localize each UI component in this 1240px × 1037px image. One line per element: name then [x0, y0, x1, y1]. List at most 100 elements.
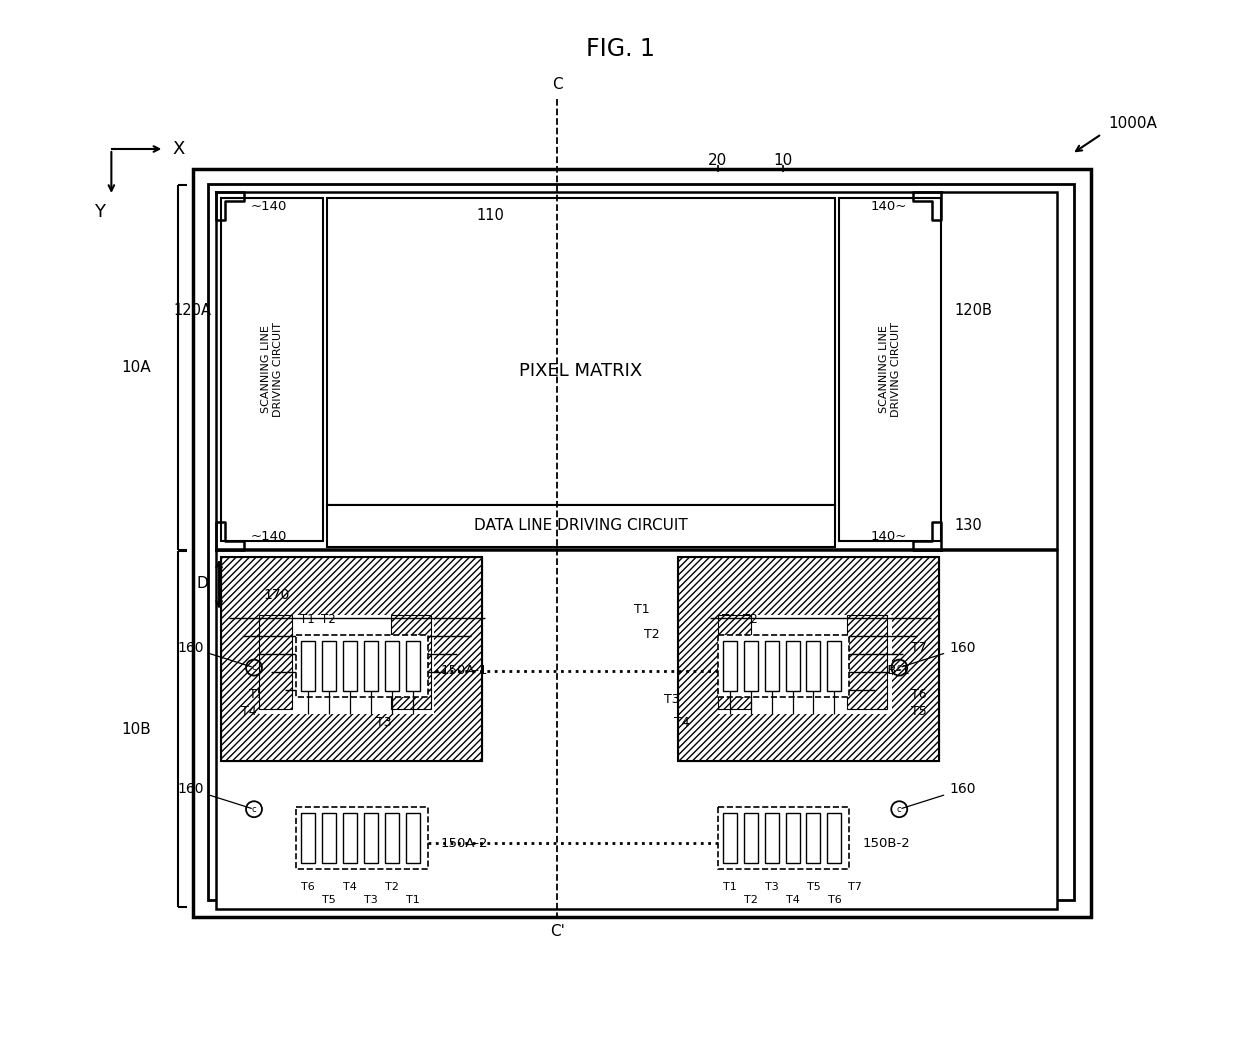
Bar — [259, 615, 434, 714]
Bar — [839, 198, 941, 541]
Text: c: c — [252, 805, 257, 814]
Text: T1: T1 — [723, 613, 737, 626]
Text: T1: T1 — [405, 895, 419, 905]
Text: T4: T4 — [786, 895, 800, 905]
Text: 1000A: 1000A — [1109, 115, 1158, 131]
Bar — [718, 635, 849, 697]
Text: Y: Y — [94, 203, 105, 221]
Text: 150A-1: 150A-1 — [440, 664, 489, 677]
Text: 120B: 120B — [954, 303, 992, 318]
Text: 160: 160 — [177, 782, 252, 809]
Bar — [301, 641, 315, 691]
Text: T1: T1 — [723, 882, 737, 892]
Bar — [765, 813, 779, 863]
Text: 160: 160 — [177, 641, 252, 667]
Text: 20: 20 — [708, 153, 728, 168]
Bar — [786, 641, 800, 691]
Text: T7: T7 — [911, 641, 928, 654]
Text: T2: T2 — [391, 693, 407, 706]
Text: T7: T7 — [848, 882, 862, 892]
Text: X: X — [172, 140, 185, 158]
Bar — [806, 813, 821, 863]
Bar — [342, 813, 357, 863]
Bar — [296, 635, 428, 697]
Text: ~140: ~140 — [250, 530, 288, 543]
Bar — [718, 615, 893, 714]
Text: T1: T1 — [300, 613, 315, 626]
Bar — [296, 807, 428, 869]
Text: T4: T4 — [241, 705, 257, 718]
Bar — [806, 641, 821, 691]
Text: C': C' — [549, 924, 564, 938]
Text: T1: T1 — [405, 628, 422, 641]
Text: FIG. 1: FIG. 1 — [585, 37, 655, 61]
Text: SCANNING LINE
DRIVING CIRCUIT: SCANNING LINE DRIVING CIRCUIT — [879, 321, 901, 417]
Text: T2: T2 — [744, 895, 758, 905]
Text: T5: T5 — [911, 705, 928, 718]
Bar — [723, 641, 737, 691]
Bar — [847, 615, 888, 709]
Bar — [221, 557, 482, 761]
Text: T5: T5 — [806, 882, 821, 892]
Bar — [327, 505, 836, 546]
Text: 150B-1: 150B-1 — [862, 664, 910, 677]
Bar — [301, 813, 315, 863]
Bar — [216, 192, 1056, 549]
Text: T3: T3 — [765, 882, 779, 892]
Text: T3: T3 — [376, 716, 392, 729]
Text: 120A: 120A — [174, 303, 211, 318]
Text: c: c — [897, 805, 901, 814]
Text: T2: T2 — [384, 882, 398, 892]
Text: T6: T6 — [911, 688, 926, 701]
Bar — [827, 641, 842, 691]
Bar — [327, 198, 836, 505]
Text: 140~: 140~ — [870, 530, 908, 543]
Text: C: C — [552, 77, 563, 92]
Bar — [744, 641, 758, 691]
Bar — [827, 813, 842, 863]
Text: c: c — [252, 663, 257, 672]
Text: 110: 110 — [476, 207, 505, 223]
Text: T5: T5 — [249, 688, 265, 701]
Text: T4: T4 — [675, 716, 689, 729]
Bar — [193, 169, 1091, 917]
Text: 130: 130 — [954, 518, 982, 533]
Bar — [208, 184, 1074, 900]
Bar — [405, 813, 419, 863]
Text: T2: T2 — [743, 613, 758, 626]
Text: 10B: 10B — [122, 722, 151, 737]
Text: T2: T2 — [321, 613, 336, 626]
Text: 10: 10 — [773, 153, 792, 168]
Bar — [221, 557, 482, 761]
Text: SCANNING LINE
DRIVING CIRCUIT: SCANNING LINE DRIVING CIRCUIT — [262, 321, 283, 417]
Text: 170: 170 — [263, 588, 289, 601]
Bar — [259, 615, 291, 709]
Bar — [786, 813, 800, 863]
Text: T3: T3 — [363, 895, 377, 905]
Text: T6: T6 — [270, 641, 286, 654]
Bar — [384, 641, 398, 691]
Bar — [391, 615, 430, 709]
Bar — [384, 813, 398, 863]
Bar — [221, 198, 322, 541]
Text: c: c — [897, 663, 901, 672]
Text: T4: T4 — [342, 882, 357, 892]
Text: T1: T1 — [635, 604, 650, 616]
Text: 160: 160 — [901, 641, 976, 667]
Text: T3: T3 — [665, 693, 680, 706]
Bar — [744, 813, 758, 863]
Bar — [342, 641, 357, 691]
Bar — [765, 641, 779, 691]
Text: PIXEL MATRIX: PIXEL MATRIX — [520, 362, 642, 381]
Text: D: D — [196, 577, 208, 591]
Bar — [718, 807, 849, 869]
Text: T2: T2 — [645, 628, 660, 641]
Bar — [363, 641, 378, 691]
Text: T6: T6 — [827, 895, 841, 905]
Bar — [322, 813, 336, 863]
Text: ~140: ~140 — [250, 200, 288, 213]
Text: T6: T6 — [301, 882, 315, 892]
Bar — [216, 550, 1056, 909]
Text: 160: 160 — [901, 782, 976, 809]
Text: 140~: 140~ — [870, 200, 908, 213]
